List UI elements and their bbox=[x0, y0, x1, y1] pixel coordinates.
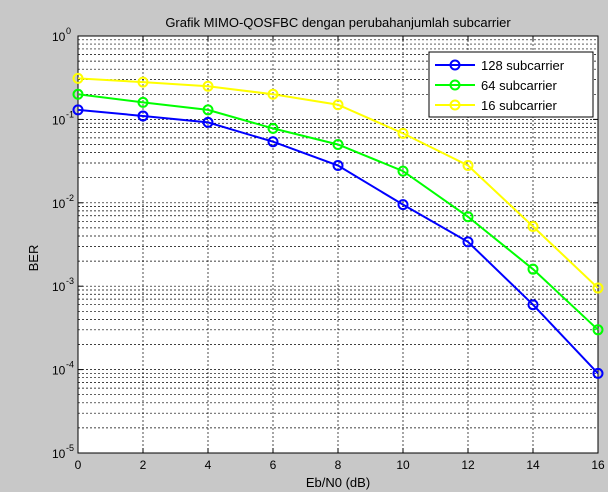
y-tick-label-exponent: -3 bbox=[66, 276, 74, 286]
data-point bbox=[527, 299, 539, 311]
y-tick-label-base: 10 bbox=[52, 197, 66, 211]
x-axis-label: Eb/N0 (dB) bbox=[306, 475, 370, 490]
legend-marker bbox=[449, 99, 461, 111]
data-point bbox=[332, 99, 344, 111]
x-tick-label: 0 bbox=[75, 458, 82, 472]
y-tick-label: 10 -3 bbox=[52, 276, 74, 294]
chart-title: Grafik MIMO-QOSFBC dengan perubahanjumla… bbox=[165, 15, 511, 30]
y-tick-label-base: 10 bbox=[52, 113, 66, 127]
legend-label: 64 subcarrier bbox=[481, 78, 558, 93]
y-tick-label: 10 0 bbox=[52, 26, 71, 44]
data-point bbox=[462, 211, 474, 223]
data-point bbox=[202, 116, 214, 128]
legend-label: 16 subcarrier bbox=[481, 98, 558, 113]
y-tick-label-exponent: -4 bbox=[66, 360, 74, 370]
y-axis-label: BER bbox=[26, 245, 41, 272]
y-tick-label: 10 -5 bbox=[52, 443, 74, 461]
y-tick-label: 10 -4 bbox=[52, 360, 74, 378]
data-point bbox=[137, 76, 149, 88]
series-line bbox=[77, 93, 599, 331]
series-layer bbox=[72, 72, 604, 379]
data-point bbox=[137, 110, 149, 122]
data-point bbox=[592, 282, 604, 294]
y-tick-label: 10 -1 bbox=[52, 109, 74, 127]
data-point bbox=[137, 96, 149, 108]
data-point bbox=[527, 263, 539, 275]
data-point bbox=[72, 104, 84, 116]
data-point bbox=[462, 236, 474, 248]
series-line bbox=[77, 108, 599, 375]
data-point bbox=[332, 139, 344, 151]
y-tick-label-exponent: 0 bbox=[66, 26, 71, 36]
axes-box bbox=[77, 35, 599, 454]
x-tick-label: 10 bbox=[396, 458, 410, 472]
series-line bbox=[77, 77, 599, 289]
data-point bbox=[332, 160, 344, 172]
x-tick-label: 16 bbox=[591, 458, 605, 472]
data-point bbox=[397, 199, 409, 211]
data-point bbox=[397, 127, 409, 139]
data-point bbox=[397, 165, 409, 177]
data-point bbox=[267, 136, 279, 148]
y-tick-label-exponent: -1 bbox=[66, 109, 74, 119]
data-point bbox=[267, 88, 279, 100]
y-tick-label: 10 -2 bbox=[52, 193, 74, 211]
x-tick-label: 2 bbox=[140, 458, 147, 472]
data-point bbox=[527, 220, 539, 232]
x-tick-label: 6 bbox=[270, 458, 277, 472]
data-point bbox=[72, 88, 84, 100]
legend-label: 128 subcarrier bbox=[481, 58, 565, 73]
y-tick-label-base: 10 bbox=[52, 280, 66, 294]
series-2 bbox=[72, 88, 604, 336]
data-point bbox=[592, 367, 604, 379]
y-tick-label-exponent: -5 bbox=[66, 443, 74, 453]
y-tick-label-base: 10 bbox=[52, 447, 66, 461]
legend-marker bbox=[449, 59, 461, 71]
y-tick-label-base: 10 bbox=[52, 30, 66, 44]
data-point bbox=[592, 324, 604, 336]
x-tick-label: 12 bbox=[461, 458, 475, 472]
series-1 bbox=[72, 104, 604, 379]
data-point bbox=[202, 80, 214, 92]
x-tick-label: 4 bbox=[205, 458, 212, 472]
x-tick-label: 14 bbox=[526, 458, 540, 472]
x-tick-labels: 0 2 4 6 8 10 12 14 16 bbox=[75, 458, 605, 472]
y-tick-label-base: 10 bbox=[52, 364, 66, 378]
legend-marker bbox=[449, 79, 461, 91]
series-3 bbox=[72, 72, 604, 294]
data-point bbox=[202, 104, 214, 116]
data-point bbox=[72, 72, 84, 84]
x-tick-label: 8 bbox=[335, 458, 342, 472]
y-tick-label-exponent: -2 bbox=[66, 193, 74, 203]
legend: 128 subcarrier 64 subcarrier 16 subcarrier bbox=[428, 51, 594, 118]
data-point bbox=[462, 160, 474, 172]
data-point bbox=[267, 122, 279, 134]
